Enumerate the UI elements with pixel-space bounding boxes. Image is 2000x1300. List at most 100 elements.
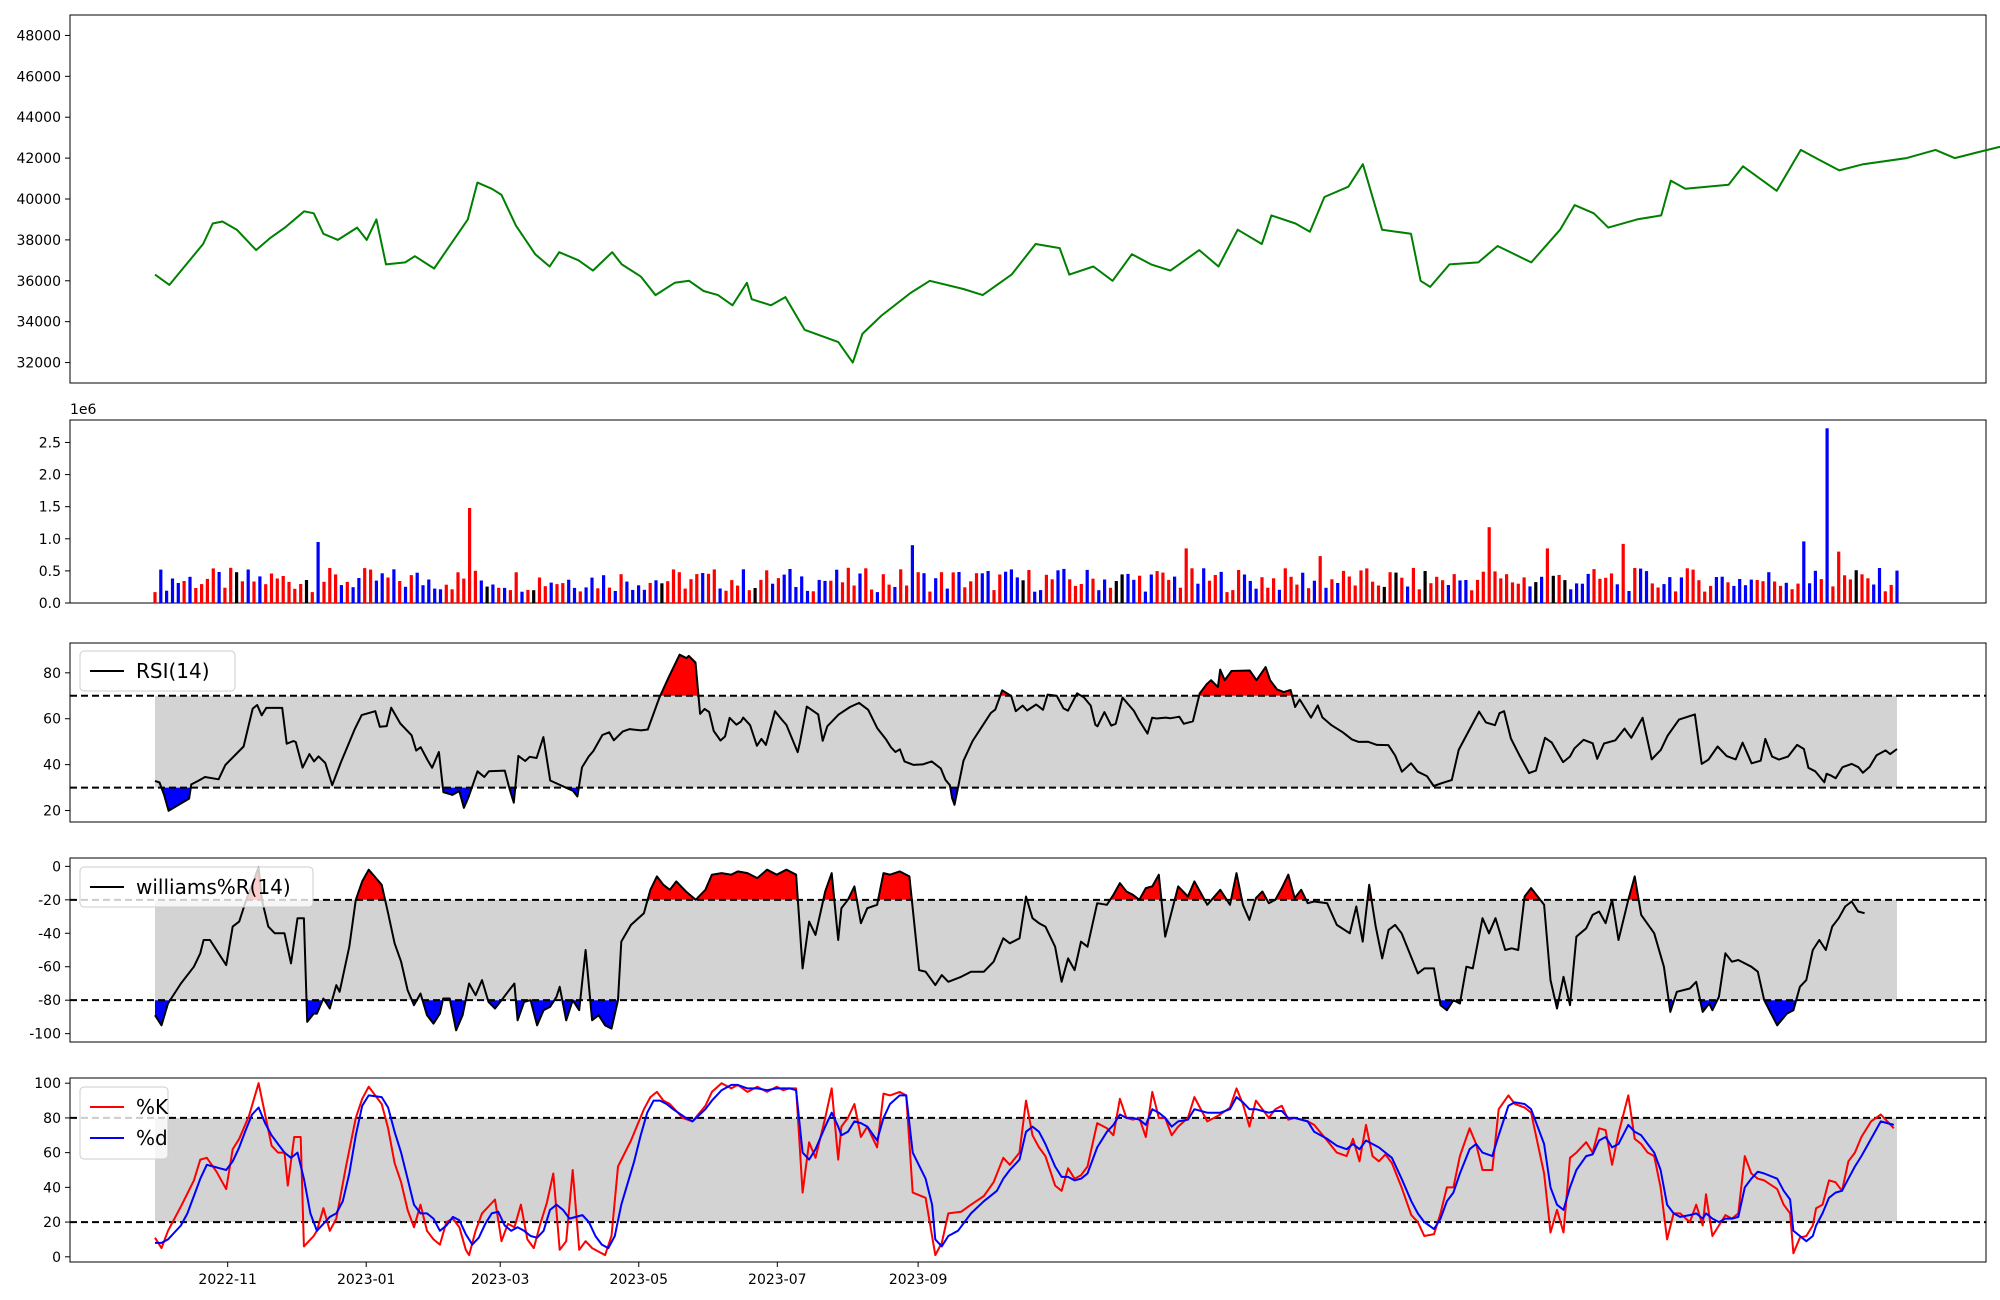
volume-bar: [706, 573, 711, 603]
volume-bar: [829, 580, 833, 603]
y-tick-label: 20: [43, 804, 61, 820]
volume-bar: [776, 578, 780, 603]
volume-bar: [182, 581, 186, 603]
volume-bar: [1668, 577, 1672, 603]
price-line: [154, 145, 2000, 364]
volume-bar: [1639, 568, 1643, 603]
volume-bar: [741, 569, 745, 603]
legend-label: RSI(14): [136, 659, 210, 683]
volume-bar: [928, 591, 932, 603]
volume-bar: [1773, 581, 1777, 603]
volume-bar: [1248, 580, 1252, 603]
volume-bar: [1516, 583, 1520, 603]
volume-bar: [1207, 580, 1212, 603]
volume-bar: [1569, 589, 1573, 603]
volume-bar: [858, 573, 862, 603]
volume-bar: [153, 592, 157, 603]
volume-bar: [1446, 585, 1450, 603]
volume-bar: [555, 584, 559, 603]
volume-bar: [392, 569, 396, 603]
oversold-fill: [450, 1000, 466, 1031]
volume-bar: [1848, 579, 1852, 603]
volume-bar: [1703, 591, 1707, 603]
volume-bar: [736, 585, 740, 603]
volume-bar: [1085, 569, 1089, 603]
x-tick-label: 2022-11: [198, 1272, 257, 1288]
volume-bar: [1464, 580, 1468, 603]
volume-bar: [497, 587, 501, 603]
volume-bar: [974, 573, 979, 603]
volume-bar: [881, 574, 885, 603]
y-tick-label: 38000: [16, 233, 61, 249]
volume-bar: [1784, 582, 1788, 603]
volume-bar: [905, 585, 909, 603]
rsi-line: [154, 653, 1898, 812]
volume-bar: [1097, 590, 1101, 603]
volume-bar: [351, 587, 355, 603]
y-tick-label: 46000: [16, 69, 61, 85]
volume-bar: [1860, 574, 1864, 603]
volume-bar: [1365, 568, 1369, 603]
overbought-fill: [695, 869, 798, 900]
volume-bar: [1499, 578, 1503, 603]
x-tick-label: 2023-07: [748, 1272, 807, 1288]
volume-bar: [852, 585, 856, 603]
volume-bar: [998, 574, 1002, 603]
volume-bar: [1324, 587, 1328, 603]
volume-bar: [718, 588, 722, 603]
y-tick-label: 44000: [16, 110, 61, 126]
volume-bar: [1050, 579, 1054, 603]
volume-bar: [1371, 581, 1375, 603]
overbought-fill: [1231, 873, 1242, 900]
axes-frame-stochastic: [69, 1077, 1987, 1263]
volume-bar: [753, 588, 757, 603]
volume-bar: [1644, 571, 1649, 603]
neutral-band: [155, 695, 1897, 788]
volume-bar: [1621, 543, 1625, 603]
volume-bar: [1126, 573, 1130, 603]
volume-bar: [1114, 581, 1118, 603]
volume-bar: [159, 569, 163, 603]
volume-bar: [1656, 587, 1660, 603]
volume-bar: [963, 587, 967, 603]
legend-box: [79, 1086, 169, 1160]
legend-box: [79, 866, 314, 908]
volume-bar: [1435, 576, 1439, 603]
volume-bar: [1423, 571, 1427, 603]
volume-bar: [380, 573, 384, 603]
volume-bar: [986, 571, 990, 603]
volume-bar: [683, 588, 687, 603]
volume-bar: [660, 583, 664, 603]
volume-bar: [567, 579, 571, 603]
volume-bar: [1580, 583, 1584, 603]
volume-bar: [485, 586, 489, 603]
y-tick-label: 0: [52, 859, 61, 875]
volume-bar: [281, 576, 285, 603]
volume-bar: [316, 542, 320, 603]
volume-bar: [1685, 568, 1689, 603]
volume-bar: [322, 581, 326, 603]
overbought-fill: [1174, 881, 1205, 900]
volume-bar: [1586, 573, 1590, 603]
volume-bar: [1720, 576, 1724, 603]
volume-bar: [835, 569, 839, 603]
volume-bar: [1854, 570, 1858, 603]
volume-bar: [549, 582, 553, 603]
legend-box: [79, 650, 236, 692]
volume-bar: [240, 581, 244, 603]
volume-bar: [823, 580, 827, 603]
y-tick-label: -100: [29, 1027, 61, 1043]
volume-bar: [450, 589, 454, 603]
volume-bar: [1242, 574, 1247, 603]
volume-bar: [514, 572, 518, 603]
volume-bar: [677, 572, 681, 603]
volume-bar: [1120, 574, 1124, 603]
overbought-fill: [355, 869, 386, 900]
volume-bar: [712, 569, 716, 603]
volume-bar: [1108, 587, 1113, 603]
volume-bar: [637, 585, 641, 603]
volume-bar: [1231, 590, 1235, 603]
volume-bar: [1691, 569, 1695, 603]
volume-bar: [759, 579, 763, 603]
volume-bar: [1056, 570, 1060, 603]
